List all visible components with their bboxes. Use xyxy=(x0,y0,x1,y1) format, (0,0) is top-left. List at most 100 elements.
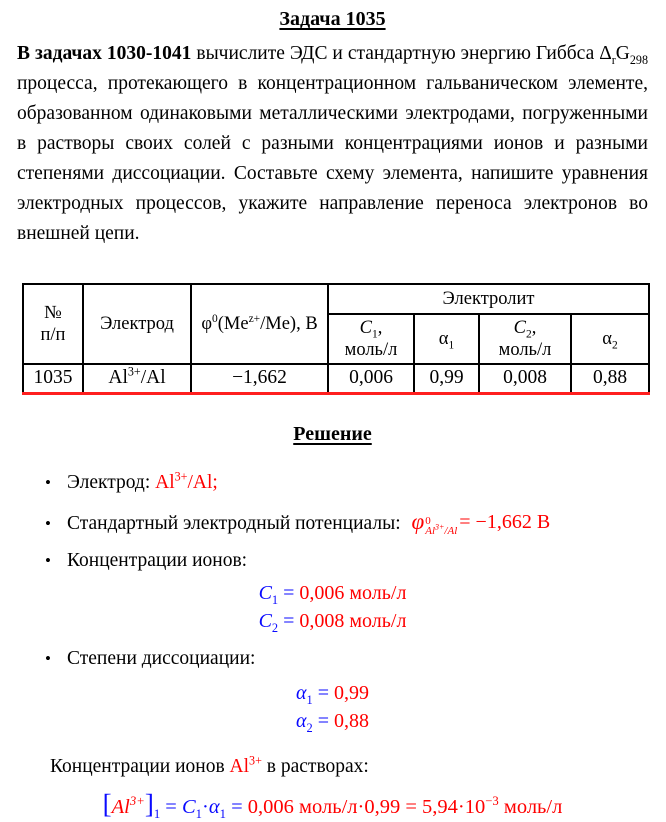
potential-label: Стандартный электродный потенциалы: xyxy=(67,512,406,534)
ion-in-brackets: Al3+ xyxy=(112,793,145,817)
ion-charge: 3+ xyxy=(129,793,145,808)
result-unit: моль/л xyxy=(498,795,563,818)
alpha-symbol: α xyxy=(208,795,220,818)
left-bracket: [ xyxy=(102,788,112,819)
phi-tail: /Me), В xyxy=(260,314,318,334)
problem-statement: В задачах 1030-1041 вычислите ЭДС и стан… xyxy=(17,39,648,249)
c2-unit: моль/л xyxy=(498,340,552,360)
ion-formula: Al3+ xyxy=(229,753,262,777)
table-row: 1035 Al3+/Al −1,662 0,006 0,99 0,008 0,8… xyxy=(22,363,651,395)
col-header-number: № п/п xyxy=(22,283,84,365)
concentrations-label: Концентрации ионов: xyxy=(67,549,248,571)
cell-c1: 0,006 xyxy=(327,363,415,395)
multiplication-dot: · xyxy=(202,795,209,818)
bullet-potential-content: Стандартный электродный потенциалы: φ 0 Al… xyxy=(67,509,550,539)
electrode-value-tail: /Al; xyxy=(187,471,218,493)
paragraph-seg2: в растворах: xyxy=(261,755,369,777)
col-header-electrolyte: Электролит xyxy=(326,283,651,315)
cell-number: 1035 xyxy=(22,363,84,395)
number-sign: № xyxy=(44,303,62,323)
phi-subscript-charge: 3+ xyxy=(435,521,445,531)
result-value: 0,006 моль/л·0,99 = 5,94·10 xyxy=(247,795,486,818)
equals-sign: = xyxy=(160,795,182,818)
solution-heading-text: Решение xyxy=(293,422,372,445)
alpha1-symbol: α xyxy=(438,329,449,349)
solution-heading: Решение xyxy=(17,421,648,447)
c1-subscript: 1 xyxy=(271,592,279,607)
phi-supsub: 0 Al3+/Al xyxy=(425,514,458,537)
result-exponent: −3 xyxy=(485,793,499,808)
final-result: 0,006 моль/л·0,99 = 5,94·10−3 моль/л xyxy=(247,793,563,818)
alpha2-subscript: 2 xyxy=(306,720,313,735)
statement-seg1: вычислите ЭДС и стандартную энергию Гибб… xyxy=(191,43,600,64)
document-page: { "colors":{"red":"#ff0000","blue":"#0a0… xyxy=(17,6,651,820)
phi-superscript: 0 xyxy=(425,514,431,527)
paragraph-seg1: Концентрации ионов xyxy=(50,755,230,777)
c1-subscript: 1 xyxy=(371,328,378,341)
electrode-tail: /Al xyxy=(140,367,166,389)
bullet-concentrations: • Концентрации ионов: xyxy=(45,546,648,576)
electrode-charge: 3+ xyxy=(127,364,141,379)
bullet-electrode-content: Электрод: Al3+/Al; xyxy=(67,468,218,498)
phi-symbol: φ xyxy=(201,314,212,334)
dissociation-label: Степени диссоциации: xyxy=(67,647,256,669)
ion-concentration-paragraph: Концентрации ионов Al3+ в растворах: xyxy=(50,752,648,782)
alpha1-value: 0,99 xyxy=(333,681,369,704)
equation-alpha2: α2 = 0,88 xyxy=(17,707,648,735)
problem-title: Задача 1035 xyxy=(17,6,648,32)
c2-subscript: 2 xyxy=(271,620,279,635)
electrode-base: Al xyxy=(108,367,128,389)
alpha2-subscript: 2 xyxy=(611,339,618,352)
potential-value: = −1,662 В xyxy=(459,510,551,533)
c1-symbol: C xyxy=(258,581,272,604)
col-header-electrode: Электрод xyxy=(82,283,192,365)
equals-sign: = xyxy=(278,609,300,632)
statement-lead: В задачах 1030-1041 xyxy=(17,43,192,64)
electrode-value-base: Al xyxy=(155,471,175,493)
alpha2-symbol: α xyxy=(296,709,307,732)
bullet-dissociation: • Степени диссоциации: xyxy=(45,644,648,674)
equation-c1: C1 = 0,006 моль/л xyxy=(17,579,648,607)
phi-superscript: 0 xyxy=(212,312,218,325)
equation-alpha1: α1 = 0,99 xyxy=(17,679,648,707)
c1-value: 0,006 моль/л xyxy=(299,581,407,604)
equals-sign: = xyxy=(312,681,334,704)
col-header-alpha1: α1 xyxy=(413,313,480,365)
number-label: п/п xyxy=(40,325,66,345)
ion-base: Al xyxy=(229,755,250,777)
gibbs-sub-r: r xyxy=(611,52,616,67)
electrode-value: Al3+/Al; xyxy=(155,469,218,493)
alpha1-subscript: 1 xyxy=(448,339,455,352)
gibbs-G: G xyxy=(615,43,630,64)
phi-subscript-tail: /Al xyxy=(444,524,458,537)
phi-subscript-base: Al xyxy=(425,524,436,537)
equals-sign: = xyxy=(278,581,300,604)
alpha2-symbol: α xyxy=(602,329,612,349)
cell-c2: 0,008 xyxy=(478,363,572,395)
electrode-value-charge: 3+ xyxy=(174,469,188,483)
col-header-alpha2: α2 xyxy=(569,313,651,365)
final-concentration-equation: [Al3+]1 = C1·α1 = 0,006 моль/л·0,99 = 5,… xyxy=(17,789,648,822)
phi-mid: (Me xyxy=(217,314,249,334)
c1-symbol: C xyxy=(359,318,372,338)
ion-charge: 3+ xyxy=(249,753,262,767)
phi-superscript-z: z+ xyxy=(248,312,261,325)
c1-unit: моль/л xyxy=(344,340,398,360)
equation-c2: C2 = 0,008 моль/л xyxy=(17,607,648,635)
bullet-icon: • xyxy=(45,472,51,492)
c2-comma: , xyxy=(531,318,537,338)
alpha1-subscript: 1 xyxy=(306,692,313,707)
bullet-icon: • xyxy=(45,550,51,570)
equals-sign: = xyxy=(225,795,248,818)
equals-sign: = xyxy=(312,709,334,732)
conditions-table: № п/п Электрод φ0(Mez+/Me), В Электролит… xyxy=(22,283,651,395)
right-bracket: ] xyxy=(144,788,154,819)
col-header-c1: C1, моль/л xyxy=(327,313,415,365)
bullet-icon: • xyxy=(45,513,51,533)
c1-comma: , xyxy=(377,318,383,338)
cell-alpha1: 0,99 xyxy=(413,363,480,395)
electrode-label: Электрод: xyxy=(67,471,156,493)
bullet-electrode: • Электрод: Al3+/Al; xyxy=(45,468,648,498)
potential-formula: φ 0 Al3+/Al = −1,662 В xyxy=(412,509,551,537)
